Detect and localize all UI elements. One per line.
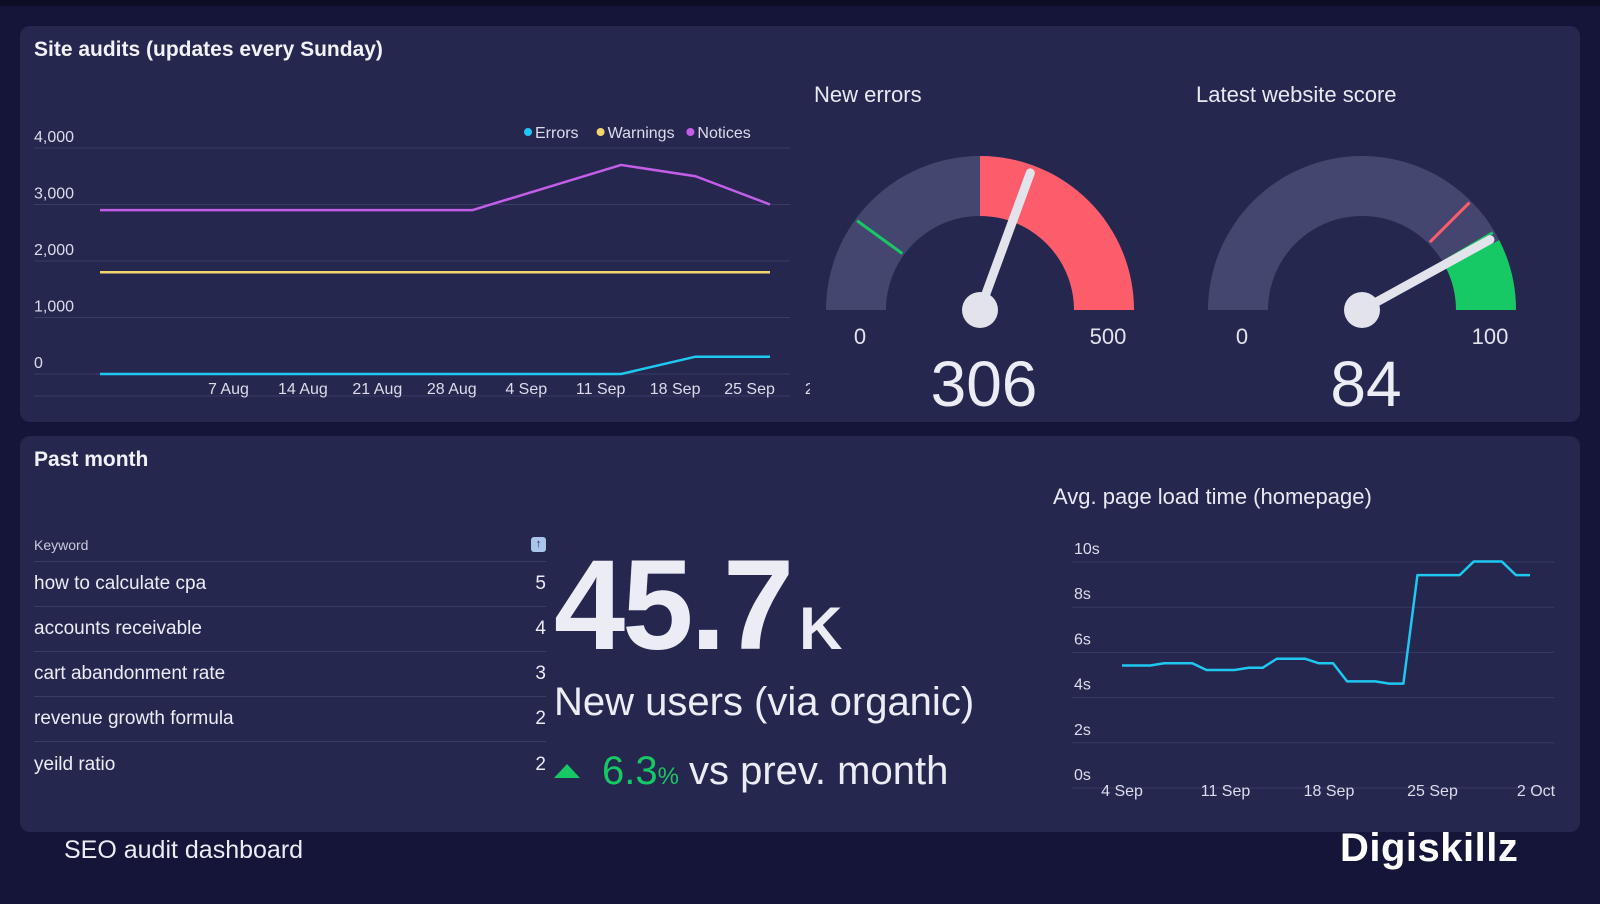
- new-users-suffix: K: [799, 595, 843, 662]
- gauge-needle: [975, 168, 1035, 315]
- count-cell: 5: [535, 573, 546, 594]
- new-users-kpi: 45.7 K New users (via organic) 6.3 % vs …: [554, 534, 1074, 794]
- legend-label-errors: Errors: [535, 125, 579, 142]
- x-tick-label: 18 Sep: [650, 381, 701, 398]
- x-tick-label: 4 Sep: [505, 381, 547, 398]
- x-tick-label: 18 Sep: [1304, 783, 1355, 800]
- x-tick-label: 2 Oct: [805, 381, 810, 398]
- count-cell: 2: [535, 708, 546, 729]
- gauge-threshold-red: [1428, 201, 1471, 244]
- y-tick-label: 1,000: [34, 299, 74, 316]
- x-tick-label: 25 Sep: [1407, 783, 1458, 800]
- new-users-delta: 6.3 % vs prev. month: [554, 749, 1074, 794]
- gauge-value: 84: [1330, 348, 1401, 420]
- series-line-notices: [100, 163, 771, 212]
- gauge-threshold-green: [856, 219, 904, 255]
- gauge-min-label: 0: [1236, 324, 1248, 349]
- dashboard-name: SEO audit dashboard: [64, 836, 304, 864]
- y-tick-label: 6s: [1074, 631, 1091, 648]
- load-time-title: Avg. page load time (homepage): [1053, 484, 1372, 509]
- gauge-needle-hub: [962, 292, 998, 328]
- x-tick-label: 14 Aug: [278, 381, 328, 398]
- series-line-errors: [100, 355, 770, 376]
- y-tick-label: 3,000: [34, 186, 74, 203]
- y-tick-label: 0: [34, 355, 43, 372]
- new-errors-gauge: 0 500 306: [826, 156, 1134, 420]
- legend-label-warnings: Warnings: [608, 125, 675, 142]
- keyword-cell: yeild ratio: [34, 753, 116, 775]
- keyword-cell: revenue growth formula: [34, 708, 234, 729]
- y-tick-label: 2,000: [34, 242, 74, 259]
- delta-text: vs prev. month: [688, 749, 949, 793]
- x-tick-label: 11 Sep: [1201, 783, 1251, 800]
- gauge-min-label: 0: [854, 324, 866, 349]
- new-users-label: New users (via organic): [554, 680, 975, 724]
- past-month-title: Past month: [34, 448, 149, 471]
- table-row[interactable]: accounts receivable 4: [34, 607, 546, 652]
- legend-label-notices: Notices: [697, 125, 750, 142]
- gauge-track: [1208, 156, 1516, 310]
- table-row[interactable]: how to calculate cpa 5: [34, 562, 546, 607]
- gauge-max-label: 500: [1090, 324, 1127, 349]
- sort-up-icon[interactable]: ↑: [531, 537, 546, 552]
- x-tick-label: 7 Aug: [208, 381, 249, 398]
- load-time-line: [1122, 560, 1530, 685]
- x-tick-label: 28 Aug: [427, 381, 477, 398]
- table-row[interactable]: yeild ratio 2: [34, 742, 546, 787]
- site-audits-title: Site audits (updates every Sunday): [34, 38, 383, 61]
- keyword-column-header: Keyword: [34, 536, 89, 553]
- gauge-needle-hub: [1344, 292, 1380, 328]
- keyword-cell: cart abandonment rate: [34, 663, 226, 684]
- delta-unit: %: [657, 763, 679, 790]
- gauge-needle: [1357, 235, 1495, 315]
- gauge-max-label: 100: [1472, 324, 1509, 349]
- y-tick-label: 4s: [1074, 677, 1091, 694]
- gauge-fill-red: [980, 156, 1134, 310]
- legend-marker-errors: [524, 128, 532, 136]
- top-strip: [0, 0, 1600, 6]
- site-audits-panel: Site audits (updates every Sunday) 0 1,00…: [20, 26, 1580, 422]
- x-tick-label: 4 Sep: [1101, 783, 1143, 800]
- keyword-table: Keyword ↑ how to calculate cpa 5 accounts …: [34, 528, 546, 787]
- brand-logo: Digiskillz: [1340, 826, 1519, 870]
- legend-marker-warnings: [596, 128, 605, 136]
- x-tick-label: 11 Sep: [576, 381, 626, 398]
- gauge-value: 306: [931, 348, 1038, 420]
- new-errors-title: New errors: [814, 82, 922, 107]
- past-month-panel: Past month Keyword ↑ how to calculate cp…: [20, 436, 1580, 832]
- count-cell: 3: [535, 663, 546, 684]
- load-time-line-chart: 0s 2s 4s 6s 8s 10s 4 Sep 11 Sep 18 Sep 25 Sep 2 Oc…: [1072, 541, 1556, 800]
- keyword-cell: accounts receivable: [34, 618, 202, 639]
- legend-marker-notices: [686, 128, 695, 136]
- y-tick-label: 8s: [1074, 586, 1091, 603]
- y-tick-label: 10s: [1074, 541, 1100, 558]
- count-cell: 4: [535, 618, 546, 639]
- count-cell: 2: [535, 753, 546, 775]
- x-tick-label: 25 Sep: [724, 381, 775, 398]
- y-tick-label: 4,000: [34, 129, 74, 146]
- y-tick-label: 0s: [1074, 767, 1091, 784]
- keyword-table-header[interactable]: Keyword ↑: [34, 528, 546, 562]
- trend-up-icon: [554, 764, 580, 778]
- site-audits-line-chart: 0 1,000 2,000 3,000 4,000 7 Aug 14 Aug 21 Aug 28…: [34, 125, 810, 398]
- website-score-title: Latest website score: [1196, 82, 1397, 107]
- gauge-fill-green: [1445, 240, 1516, 310]
- delta-value: 6.3: [602, 749, 658, 793]
- new-users-value: 45.7: [554, 534, 794, 677]
- x-tick-label: 21 Aug: [352, 381, 402, 398]
- y-tick-label: 2s: [1074, 722, 1091, 739]
- table-row[interactable]: cart abandonment rate 3: [34, 652, 546, 697]
- table-row[interactable]: revenue growth formula 2: [34, 697, 546, 742]
- keyword-cell: how to calculate cpa: [34, 573, 207, 594]
- website-score-gauge: 0 100 84: [1208, 156, 1516, 420]
- x-tick-label: 2 Oct: [1517, 783, 1556, 800]
